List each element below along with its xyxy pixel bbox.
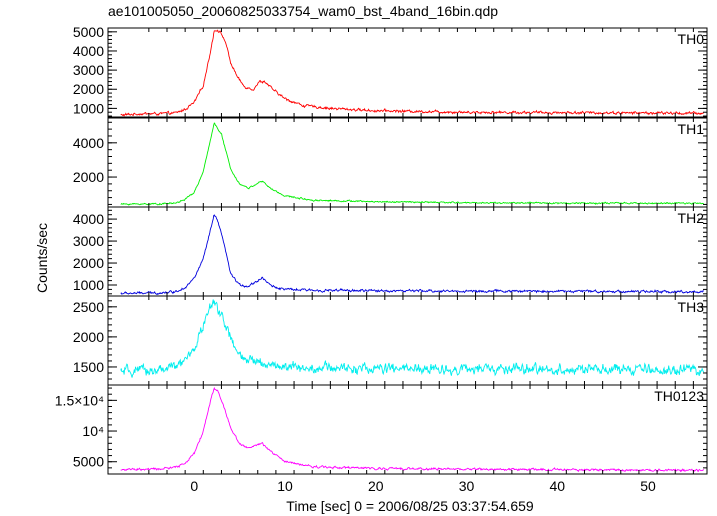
y-tick-label: 1000 [73,277,104,293]
x-axis-label: Time [sec] 0 = 2006/08/25 03:37:54.659 [286,498,534,514]
y-tick-label: 2000 [73,81,104,97]
panel-frame [107,117,708,208]
y-tick-label: 10⁴ [82,423,104,439]
series-line-th2 [120,214,705,296]
y-tick-label: 2000 [73,169,104,185]
panel-th0123: TH0123 5000 10⁴ 1.5×10⁴ [55,384,708,475]
series-line-th1 [120,122,704,206]
chart-title: ae101005050_20060825033754_wam0_bst_4ban… [108,3,498,19]
panel-label: TH0123 [654,388,704,404]
y-tick-label: 4000 [73,43,104,59]
panel-frame [107,27,708,118]
series-line-th3 [120,299,705,378]
panel-label: TH1 [678,121,705,137]
x-tick-label: 0 [190,478,198,494]
panel-label: TH0 [678,31,705,47]
y-axis-label: Counts/sec [34,223,50,293]
y-tick-label: 2000 [73,255,104,271]
panel-th2: TH2 1000 2000 3000 4000 [73,206,708,297]
y-tick-label: 4000 [73,135,104,151]
y-tick-label: 1500 [73,359,104,375]
y-tick-label: 5000 [73,24,104,40]
panel-frame [107,384,708,475]
y-tick-label: 1.5×10⁴ [55,392,104,408]
y-tick-label: 3000 [73,62,104,78]
panel-th0: TH0 1000 2000 3000 4000 5000 [73,24,708,118]
x-tick-label: 30 [459,478,475,494]
y-tick-label: 3000 [73,233,104,249]
series-line-th0123 [120,386,705,473]
y-tick-label: 4000 [73,211,104,227]
panel-th1: TH1 2000 4000 [73,117,708,208]
x-tick-label: 10 [277,478,293,494]
y-tick-label: 1000 [73,100,104,116]
x-tick-label: 40 [549,478,565,494]
x-tick-label: 20 [368,478,384,494]
panel-label: TH2 [678,210,705,226]
panel-label: TH3 [678,299,705,315]
series-line-th0 [120,29,704,117]
panel-frame [107,206,708,297]
y-tick-label: 5000 [73,454,104,470]
panel-th3: TH3 1500 2000 2500 [73,295,708,386]
y-tick-label: 2500 [73,299,104,315]
panels: TH010002000300040005000TH120004000TH2100… [55,24,708,494]
x-tick-label: 50 [640,478,656,494]
y-tick-label: 2000 [73,329,104,345]
